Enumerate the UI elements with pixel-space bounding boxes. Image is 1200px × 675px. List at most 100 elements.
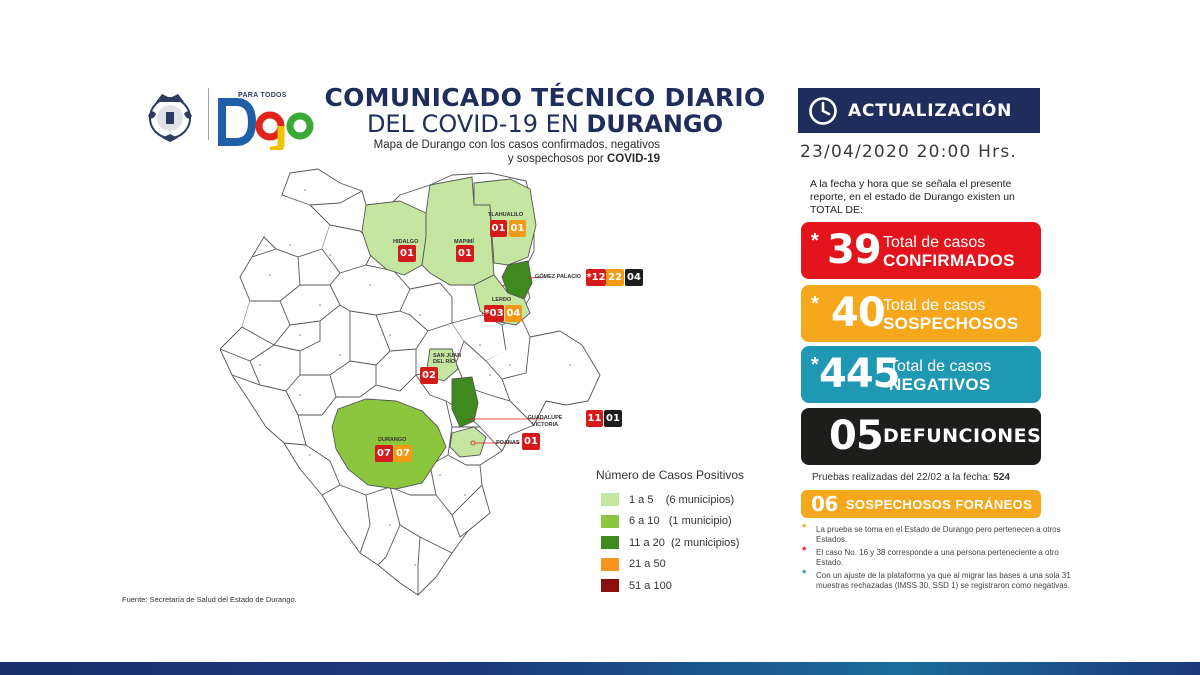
note-star-blue: * [802,568,807,580]
negative-card: * 445 Total de casos NEGATIVOS [801,346,1041,403]
legend-title: Número de Casos Positivos [596,468,745,482]
durango-map: HIDALGO MAPIMÍ TLAHUALILO GÓMEZ PALACIO … [190,165,610,605]
legend-label: 51 a 100 [629,579,672,592]
note-text: El caso No. 16 y 38 corresponde a una pe… [816,548,1059,567]
tag-tlahualilo-confirmed: 01 [490,220,507,237]
place-guadalupe-victoria: GUADALUPE VICTORIA [527,415,563,428]
negative-value: 445 [819,351,900,397]
confirmed-label-line1: Total de casos [883,234,986,251]
update-banner: ACTUALIZACIÓN [798,88,1040,133]
place-tlahualilo: TLAHUALILO [488,212,524,218]
foreign-label: SOSPECHOSOS FORÁNEOS [845,496,1033,512]
update-date: 23/04/2020 20:00 Hrs. [800,142,1018,162]
clock-icon [809,96,837,125]
legend-label: 21 a 50 [629,558,666,571]
tag-mapimi-confirmed: 01 [456,245,474,262]
negative-label-line1: Total de casos [889,358,992,375]
legend-label: 11 a 20 (2 municipios) [629,536,740,549]
legend-item: 11 a 20 (2 municipios) [596,532,796,554]
subtitle-line2: y sospechosos por COVID-19 [360,152,660,166]
note-foreign: * La prueba se toma en el Estado de Duran… [800,522,1080,544]
tag-durango-confirmed: 07 [375,445,393,462]
tag-gomez-suspect: 22 [606,269,624,286]
legend-item: 21 a 50 [596,554,796,576]
subtitle-line2-prefix: y sospechosos por [507,153,607,165]
place-durango: DURANGO [378,437,407,443]
suspect-label-line2: SOSPECHOSOS [883,314,1019,333]
tag-lerdo-confirmed: *03 [484,305,504,322]
tag-gomez-confirmed-main: *12 [586,269,606,286]
place-mapimi: MAPIMÍ [454,239,474,245]
foreign-suspects-badge: 06 SOSPECHOSOS FORÁNEOS [801,490,1041,518]
subtitle-line2-bold: COVID-19 [606,153,660,165]
note-other-state: * El caso No. 16 y 38 corresponde a una p… [800,545,1080,567]
tag-gomez-negative: 04 [625,269,643,286]
tag-tlahualilo-suspect: 01 [509,220,526,237]
tests-prefix: Pruebas realizadas del 22/02 a la fecha: [812,472,994,483]
tests-performed: Pruebas realizadas del 22/02 a la fecha:… [812,472,1010,483]
deaths-label: DEFUNCIONES [883,425,1042,447]
note-text: Con un ajuste de la plataforma ya que al… [816,571,1071,590]
legend-swatch [601,557,619,571]
confirmed-card: * 39 Total de casos CONFIRMADOS [801,222,1041,279]
note-platform: * Con un ajuste de la plataforma ya que a… [800,568,1080,590]
tag-guadalupe-deaths: 01 [604,410,622,427]
logo-tagline: PARA TODOS [238,92,287,99]
title-line1: COMUNICADO TÉCNICO DIARIO [324,83,766,112]
data-source: Fuente: Secretaría de Salud del Estado d… [122,595,297,604]
title-line2-bold: DURANGO [586,110,724,138]
state-seal-icon [148,94,192,142]
tag-poanas-confirmed: 01 [522,433,540,450]
suspect-asterisk: * [811,293,819,315]
legend-item: 1 a 5 (6 municipios) [596,489,796,511]
suspect-label-line1: Total de casos [883,297,986,314]
update-label: ACTUALIZACIÓN [848,100,1013,121]
deaths-value: 05 [829,413,884,459]
legend-swatch [601,493,619,507]
foreign-value: 06 [811,492,838,516]
header-logos: PARA TODOS [142,84,314,150]
tag-guadalupe-confirmed: 11 [586,410,603,427]
suspect-value: 40 [831,290,886,336]
logo-divider [208,88,209,140]
muni-durango [331,398,447,490]
footer-bar [0,662,1200,675]
municipality-map-svg [219,168,601,596]
negative-label-line2: NEGATIVOS [889,375,991,394]
note-star-yellow: * [802,522,807,534]
map-subtitle: Mapa de Durango con los casos confirmado… [360,138,660,166]
muni-guadalupe-victoria [451,376,479,428]
legend-swatch [601,579,619,593]
tag-lerdo-suspect: 04 [505,305,522,322]
negative-asterisk: * [811,354,819,376]
note-text: La prueba se toma en el Estado de Durang… [816,525,1061,544]
report-title: COMUNICADO TÉCNICO DIARIO DEL COVID-19 E… [320,84,770,138]
legend-swatch [601,514,619,528]
tests-value: 524 [993,472,1010,483]
legend-label: 1 a 5 (6 municipios) [629,493,735,506]
tag-hidalgo-confirmed: 01 [398,245,416,262]
deaths-card: 05 DEFUNCIONES [801,408,1041,465]
legend-label: 6 a 10 (1 municipio) [629,515,732,528]
place-lerdo: LERDO [492,297,512,303]
subtitle-line1: Mapa de Durango con los casos confirmado… [373,139,660,151]
muni-poanas [449,426,487,458]
suspect-card: * 40 Total de casos SOSPECHOSOS [801,285,1041,342]
report-intro: A la fecha y hora que se señala el prese… [810,178,1015,216]
place-gomez-palacio: GÓMEZ PALACIO [535,274,582,280]
confirmed-label-line2: CONFIRMADOS [883,251,1015,270]
confirmed-value: 39 [827,227,882,273]
title-line2: DEL COVID-19 EN DURANGO [320,111,770,138]
tag-san-juan-confirmed: 02 [420,367,438,384]
place-hidalgo: HIDALGO [393,239,419,245]
place-san-juan: SAN JUAN DEL RÍO [433,353,462,365]
note-star-red: * [802,545,807,557]
legend-item: 51 a 100 [596,575,796,597]
place-poanas: POANAS [496,440,520,446]
tag-durango-suspect: 07 [394,445,412,462]
title-line2-prefix: DEL COVID-19 EN [366,110,587,138]
pointer-gomez [527,276,546,279]
map-legend: Número de Casos Positivos 1 a 5 (6 munic… [596,468,796,597]
dgo-logo-icon [218,98,314,150]
legend-swatch [601,536,619,550]
